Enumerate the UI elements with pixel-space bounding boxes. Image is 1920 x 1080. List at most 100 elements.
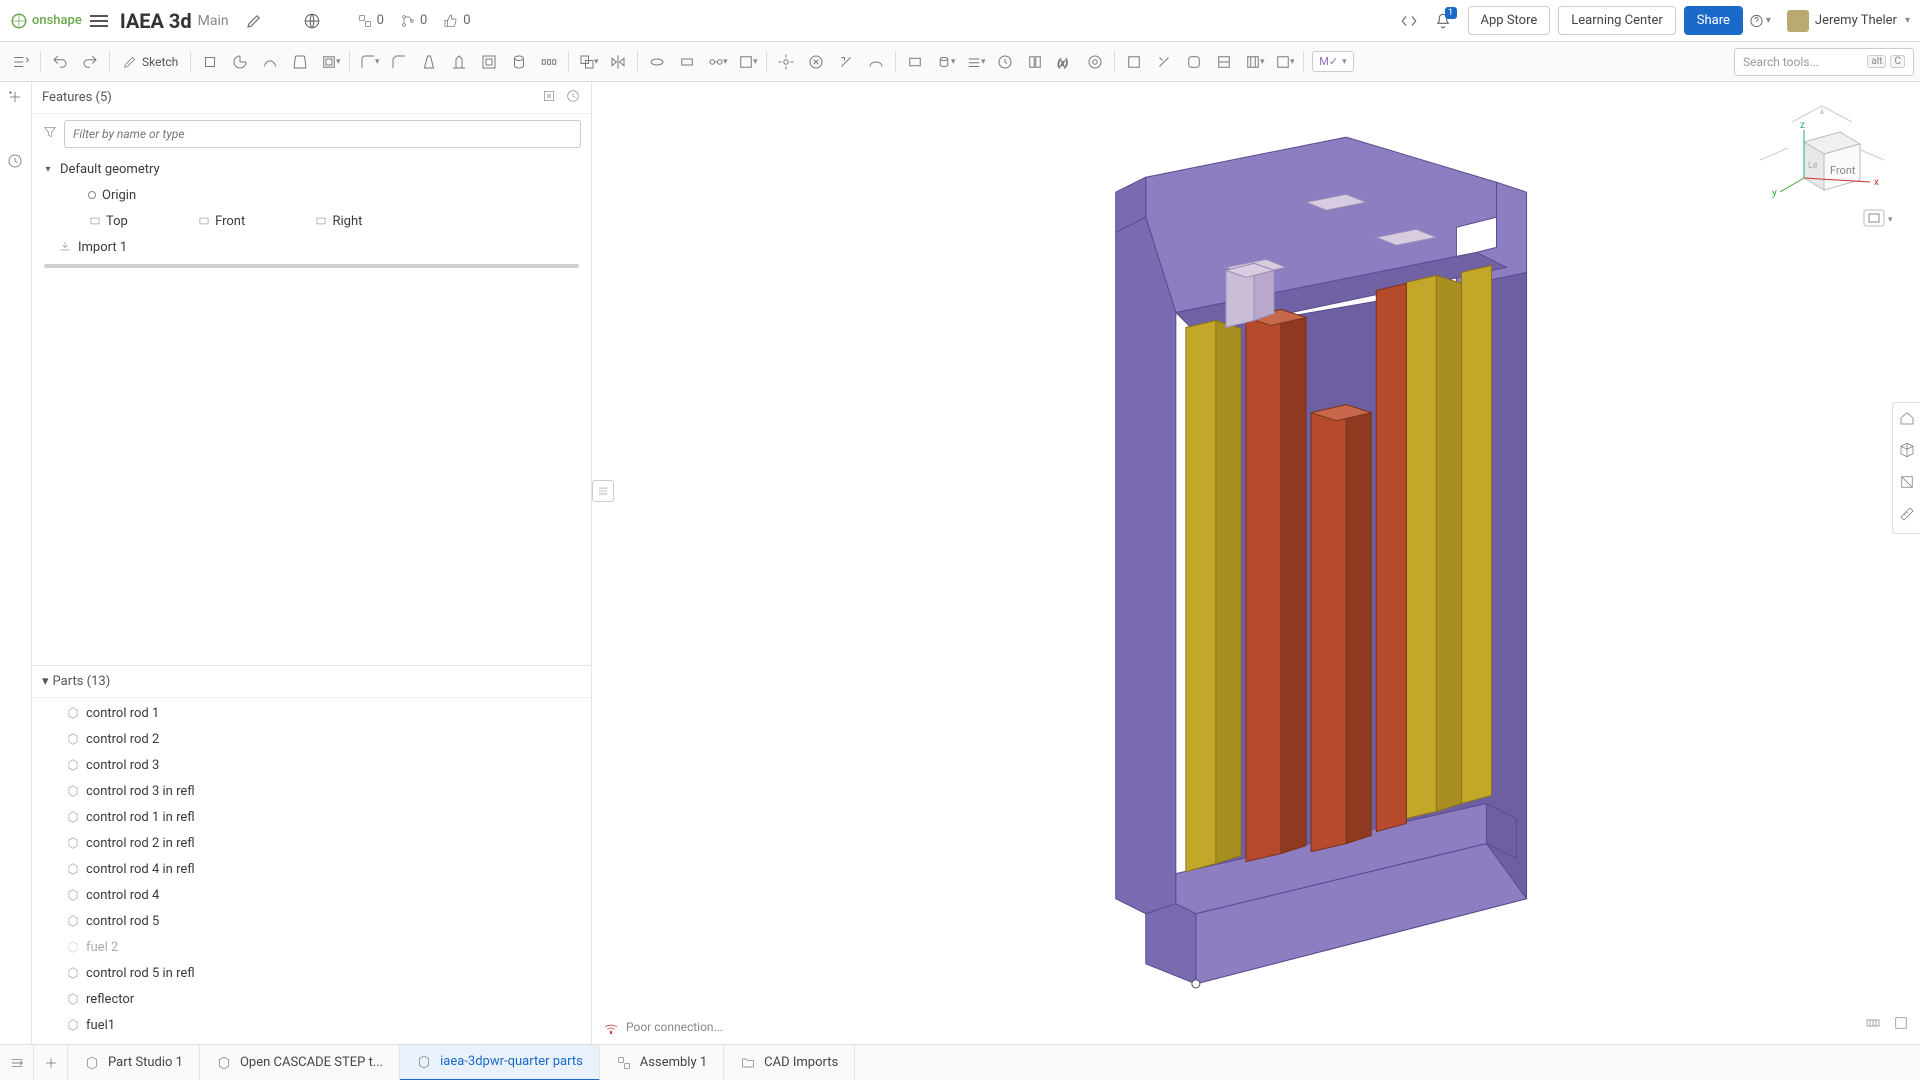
rib-icon[interactable] <box>445 48 473 76</box>
filter-icon[interactable] <box>42 124 58 144</box>
learning-center-button[interactable]: Learning Center <box>1558 6 1676 35</box>
part-row[interactable]: control rod 1 <box>32 700 591 726</box>
clock-icon[interactable] <box>991 48 1019 76</box>
comments-icon[interactable] <box>6 120 26 140</box>
app-store-button[interactable]: App Store <box>1468 6 1551 35</box>
document-title[interactable]: IAEA 3d <box>120 9 192 33</box>
origin-row[interactable]: Origin <box>32 182 591 208</box>
part-row[interactable]: control rod 1 in refl <box>32 804 591 830</box>
tab[interactable]: Assembly 1 <box>600 1045 724 1080</box>
curve-icon[interactable] <box>862 48 890 76</box>
rollback-bar[interactable] <box>44 264 579 268</box>
tab[interactable]: iaea-3dpwr-quarter parts <box>400 1045 600 1080</box>
redo-icon[interactable] <box>76 48 104 76</box>
part-row[interactable]: control rod 5 in refl <box>32 960 591 986</box>
part-row[interactable]: control rod 5 <box>32 908 591 934</box>
notifications-icon[interactable]: 1 <box>1432 10 1454 32</box>
point-icon[interactable] <box>961 48 989 76</box>
frame-icon[interactable] <box>1120 48 1148 76</box>
tool5-icon[interactable] <box>1240 48 1268 76</box>
tab[interactable]: Part Studio 1 <box>68 1045 200 1080</box>
section-icon[interactable] <box>1898 473 1916 495</box>
hole-icon[interactable] <box>505 48 533 76</box>
part-row[interactable]: control rod 3 in refl <box>32 778 591 804</box>
default-geometry-row[interactable]: ▾Default geometry <box>32 156 591 182</box>
loft-icon[interactable] <box>286 48 314 76</box>
delete-icon[interactable] <box>802 48 830 76</box>
fillet-icon[interactable] <box>355 48 383 76</box>
tab[interactable]: CAD Imports <box>724 1045 855 1080</box>
help-icon[interactable]: ▾ <box>1749 10 1771 32</box>
tool3-icon[interactable] <box>1180 48 1208 76</box>
code-icon[interactable] <box>1398 10 1420 32</box>
share-button[interactable]: Share <box>1684 6 1743 35</box>
sheet-icon[interactable] <box>643 48 671 76</box>
part-row[interactable]: reflector <box>32 986 591 1012</box>
tool6-icon[interactable] <box>1270 48 1298 76</box>
panel-toggle-icon[interactable] <box>592 480 614 502</box>
part-row[interactable]: control rod 3 <box>32 752 591 778</box>
tree-toggle-icon[interactable] <box>7 48 35 76</box>
versions-counter[interactable]: 0 <box>357 13 384 29</box>
branch-label[interactable]: Main <box>198 13 229 29</box>
pattern-linear-icon[interactable] <box>535 48 563 76</box>
user-menu[interactable]: Jeremy Theler ▾ <box>1787 10 1910 32</box>
plane-top-row[interactable]: Top <box>32 208 138 234</box>
tab[interactable]: Open CASCADE STEP t... <box>200 1045 400 1080</box>
transform-icon[interactable] <box>772 48 800 76</box>
plane-icon[interactable] <box>901 48 929 76</box>
sheet2-icon[interactable] <box>1150 48 1178 76</box>
tab-menu-icon[interactable] <box>0 1045 34 1080</box>
tool2-icon[interactable] <box>733 48 761 76</box>
add-tab-icon[interactable] <box>34 1045 68 1080</box>
plane-front-row[interactable]: Front <box>141 208 255 234</box>
boolean-icon[interactable] <box>574 48 602 76</box>
draft-icon[interactable] <box>415 48 443 76</box>
config-icon[interactable] <box>1081 48 1109 76</box>
likes-counter[interactable]: 0 <box>443 13 470 29</box>
variable-icon[interactable]: (x) <box>1051 48 1079 76</box>
chamfer-icon[interactable] <box>385 48 413 76</box>
precision-icon[interactable] <box>1892 1014 1910 1036</box>
import-row[interactable]: Import 1 <box>32 234 591 260</box>
rename-icon[interactable] <box>243 10 265 32</box>
app-logo[interactable]: onshape <box>10 12 82 30</box>
filter-input[interactable] <box>64 120 581 148</box>
part-row[interactable]: control rod 2 <box>32 726 591 752</box>
units-icon[interactable] <box>1864 1014 1882 1036</box>
mate-connector-button[interactable]: M✓▾ <box>1312 51 1353 72</box>
plane-right-row[interactable]: Right <box>258 208 372 234</box>
globe-icon[interactable] <box>301 10 323 32</box>
extrude-icon[interactable] <box>196 48 224 76</box>
add-feature-icon[interactable] <box>6 88 26 108</box>
revolve-icon[interactable] <box>226 48 254 76</box>
rollback-icon[interactable] <box>565 88 581 108</box>
home-view-icon[interactable] <box>1898 409 1916 431</box>
tool1-icon[interactable] <box>703 48 731 76</box>
undo-icon[interactable] <box>46 48 74 76</box>
tool4-icon[interactable] <box>1210 48 1238 76</box>
part-row[interactable]: control rod 4 <box>32 882 591 908</box>
isometric-icon[interactable] <box>1898 441 1916 463</box>
modify-icon[interactable] <box>832 48 860 76</box>
history-icon[interactable] <box>6 152 26 172</box>
view-cube[interactable]: Front Le z y x ▾ <box>1752 100 1892 240</box>
measure-icon[interactable] <box>1898 505 1916 527</box>
shell-icon[interactable] <box>475 48 503 76</box>
sweep-icon[interactable] <box>256 48 284 76</box>
mirror-icon[interactable] <box>604 48 632 76</box>
menu-icon[interactable] <box>90 9 114 33</box>
part-row[interactable]: control rod 4 in refl <box>32 856 591 882</box>
viewport[interactable]: Front Le z y x ▾ <box>592 82 1920 1044</box>
part-row[interactable]: fuel 2 <box>32 934 591 960</box>
flange-icon[interactable] <box>673 48 701 76</box>
split-icon[interactable] <box>1021 48 1049 76</box>
part-row[interactable]: fuel1 <box>32 1012 591 1038</box>
search-tools[interactable]: Search tools... altC <box>1734 48 1914 76</box>
part-row[interactable]: control rod 2 in refl <box>32 830 591 856</box>
sketch-button[interactable]: Sketch <box>114 54 186 70</box>
branches-counter[interactable]: 0 <box>400 13 427 29</box>
axis-icon[interactable] <box>931 48 959 76</box>
collapse-icon[interactable] <box>541 88 557 108</box>
thicken-icon[interactable] <box>316 48 344 76</box>
